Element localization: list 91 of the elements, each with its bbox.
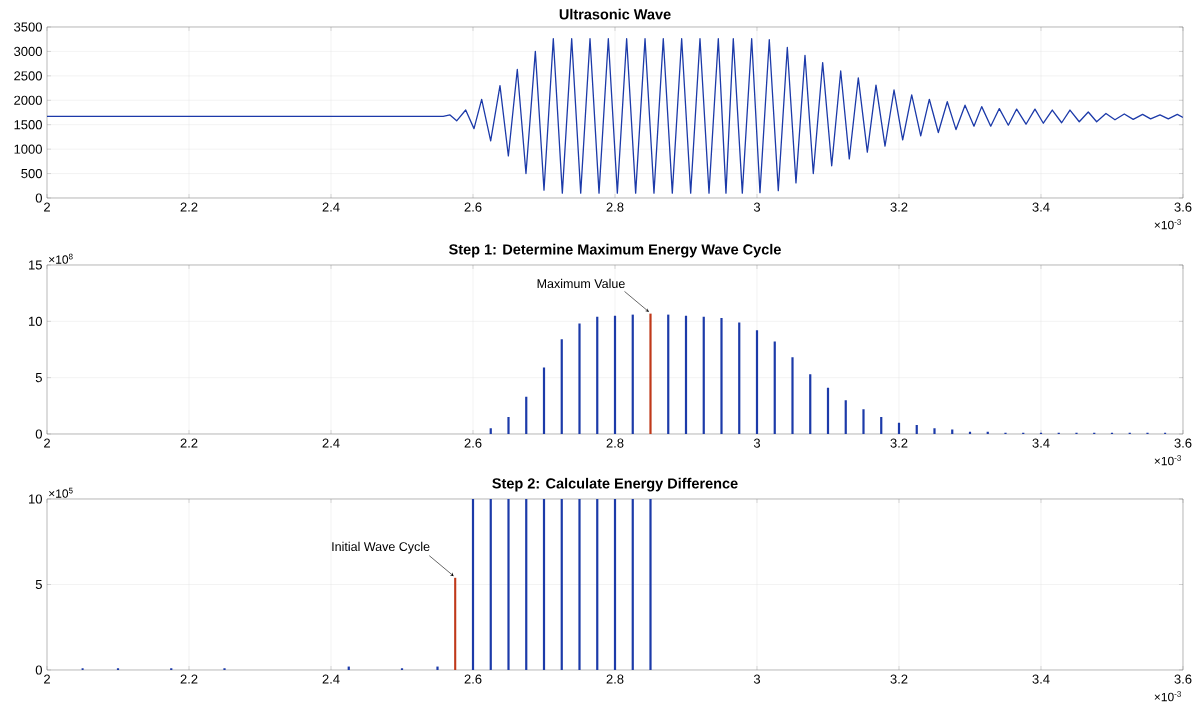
bar (631, 314, 634, 434)
bar (489, 498, 492, 670)
bar (525, 498, 528, 670)
annotation: Initial Wave Cycle (332, 541, 430, 554)
bar (578, 498, 581, 670)
x-tick-label: 3.6 (1174, 674, 1192, 684)
y-tick-label: 5 (35, 579, 42, 590)
x-tick-label: 2.2 (180, 674, 198, 684)
x-axis-title: ×10$^{-3}$ (1154, 455, 1181, 466)
bar (578, 323, 581, 434)
y-tick-label: 3500 (14, 22, 42, 32)
x-tick-label: 2.4 (322, 674, 340, 684)
bar (436, 666, 439, 670)
bar (631, 498, 634, 670)
bar (525, 396, 528, 434)
bar (649, 313, 652, 434)
x-axis-title: ×10$^{-3}$ (1154, 691, 1181, 702)
y-tick-label: 0 (35, 665, 42, 675)
bar (667, 314, 670, 434)
x-tick-label: 2 (44, 202, 50, 212)
x-tick-label: 2.4 (322, 438, 340, 448)
bar (915, 424, 918, 434)
bar (773, 341, 776, 434)
bar (596, 316, 599, 434)
x-tick-label: 2.8 (606, 202, 624, 212)
bar (596, 498, 599, 670)
y-tick-label: 2000 (14, 95, 42, 105)
bar (862, 409, 865, 434)
x-tick-label: 3.4 (1032, 438, 1050, 448)
y-tick-label: 3000 (14, 46, 42, 57)
x-tick-label: 3.2 (890, 438, 908, 448)
bar (791, 357, 794, 434)
y-tick-label: 5 (35, 373, 42, 383)
x-tick-label: 2 (44, 438, 50, 448)
chart-title: Ultrasonic Wave (559, 8, 671, 20)
y-tick-label: 0 (35, 429, 42, 439)
y-tick-label: 2500 (14, 71, 42, 81)
x-tick-label: 3 (753, 438, 761, 448)
x-tick-label: 2.2 (180, 438, 198, 448)
bar (542, 498, 546, 670)
bar (560, 339, 563, 434)
bar (471, 498, 475, 670)
bar (542, 367, 546, 434)
x-axis-title: ×10$^{-3}$ (1154, 219, 1181, 230)
bar (454, 577, 457, 670)
bar (649, 498, 652, 670)
bar (826, 387, 830, 434)
x-tick-label: 3.4 (1032, 674, 1050, 684)
x-tick-label: 3.6 (1174, 202, 1192, 212)
y-tick-label: 10 (29, 316, 42, 326)
x-tick-label: 3 (753, 674, 761, 684)
x-tick-label: 2 (44, 674, 50, 684)
bar (507, 498, 510, 670)
y-tick-label: 500 (21, 168, 42, 179)
chart-title: Step 2: Calculate Energy Difference (492, 477, 738, 492)
bar (489, 428, 492, 434)
bar (507, 417, 510, 434)
bar (844, 400, 847, 434)
x-tick-label: 3.4 (1032, 202, 1050, 212)
x-tick-label: 3.6 (1174, 438, 1192, 448)
x-tick-label: 2.6 (464, 438, 482, 448)
y-tick-label: 1000 (14, 144, 42, 154)
y-tick-label: 10 (29, 494, 42, 504)
x-tick-label: 3.2 (890, 202, 908, 212)
bar (880, 417, 883, 434)
y-tick-label: 0 (35, 193, 42, 203)
bar (738, 322, 741, 434)
x-tick-label: 2.8 (606, 674, 624, 684)
y-axis-title: ×10$^{5}$ (49, 487, 73, 498)
x-tick-label: 2.6 (464, 202, 482, 212)
x-tick-label: 2.2 (180, 202, 198, 212)
bar (720, 317, 723, 434)
y-axis-title: ×10$^{8}$ (49, 253, 73, 264)
annotation: Maximum Value (537, 278, 625, 289)
bar (613, 315, 617, 434)
x-tick-label: 3.2 (890, 674, 908, 684)
y-tick-label: 1500 (14, 120, 42, 130)
x-tick-label: 2.8 (606, 438, 624, 448)
bar (951, 429, 954, 434)
bar (809, 374, 812, 434)
chart-title: Step 1: Determine Maximum Energy Wave Cycle (449, 243, 781, 258)
x-tick-label: 3 (753, 202, 761, 212)
y-tick-label: 15 (29, 260, 42, 270)
x-tick-label: 2.4 (322, 202, 340, 212)
bar (684, 315, 688, 434)
bar (933, 428, 936, 434)
bar (560, 498, 563, 670)
bar (613, 498, 617, 670)
bar (755, 330, 759, 434)
bar (702, 316, 705, 434)
x-tick-label: 2.6 (464, 674, 482, 684)
